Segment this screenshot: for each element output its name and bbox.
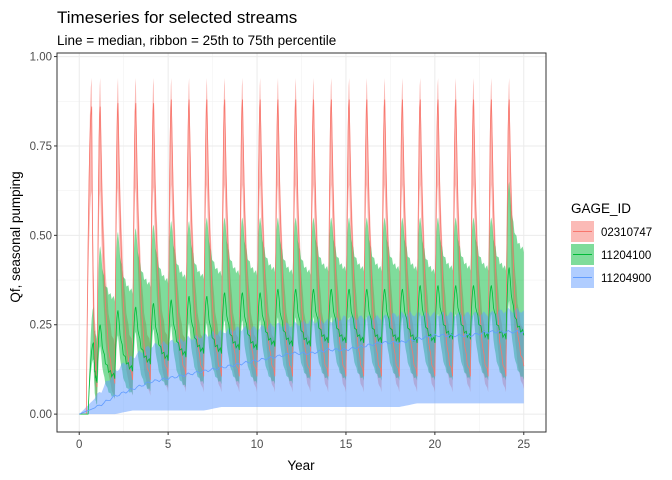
x-tick-label: 5 <box>165 439 171 451</box>
x-tick-label: 0 <box>76 439 82 451</box>
chart-title: Timeseries for selected streams <box>57 8 297 27</box>
legend-label-02310747: 02310747 <box>601 227 652 239</box>
x-axis: 0 5 10 15 20 25 <box>76 432 530 451</box>
series-11204900-ribbon <box>79 307 524 415</box>
plot-area <box>56 52 547 433</box>
x-tick-label: 25 <box>517 439 530 451</box>
plot-border <box>56 52 547 433</box>
y-tick-label: 0.00 <box>30 409 52 421</box>
legend-title: GAGE_ID <box>571 201 631 216</box>
median-lines-layer <box>79 99 525 415</box>
x-tick-label: 20 <box>428 439 441 451</box>
y-tick-label: 1.00 <box>30 52 52 64</box>
y-tick-label: 0.75 <box>30 141 52 153</box>
y-tick-label: 0.50 <box>30 230 52 242</box>
legend: GAGE_ID 02310747 11204100 11204900 <box>571 201 652 288</box>
series-11204900-median-line <box>79 330 524 415</box>
legend-label-11204900: 11204900 <box>601 273 651 285</box>
chart-subtitle: Line = median, ribbon = 25th to 75th per… <box>57 33 336 48</box>
y-tick-label: 0.25 <box>30 320 52 332</box>
x-axis-title: Year <box>287 458 315 473</box>
legend-label-11204100: 11204100 <box>601 250 651 262</box>
x-tick-label: 15 <box>340 439 353 451</box>
series-02310747-median-line <box>79 99 525 415</box>
series-11204100-median-line <box>79 267 525 415</box>
y-axis: 0.00 0.25 0.50 0.75 1.00 <box>30 52 57 421</box>
y-axis-title: Qf, seasonal pumping <box>8 171 23 302</box>
x-tick-label: 10 <box>251 439 264 451</box>
